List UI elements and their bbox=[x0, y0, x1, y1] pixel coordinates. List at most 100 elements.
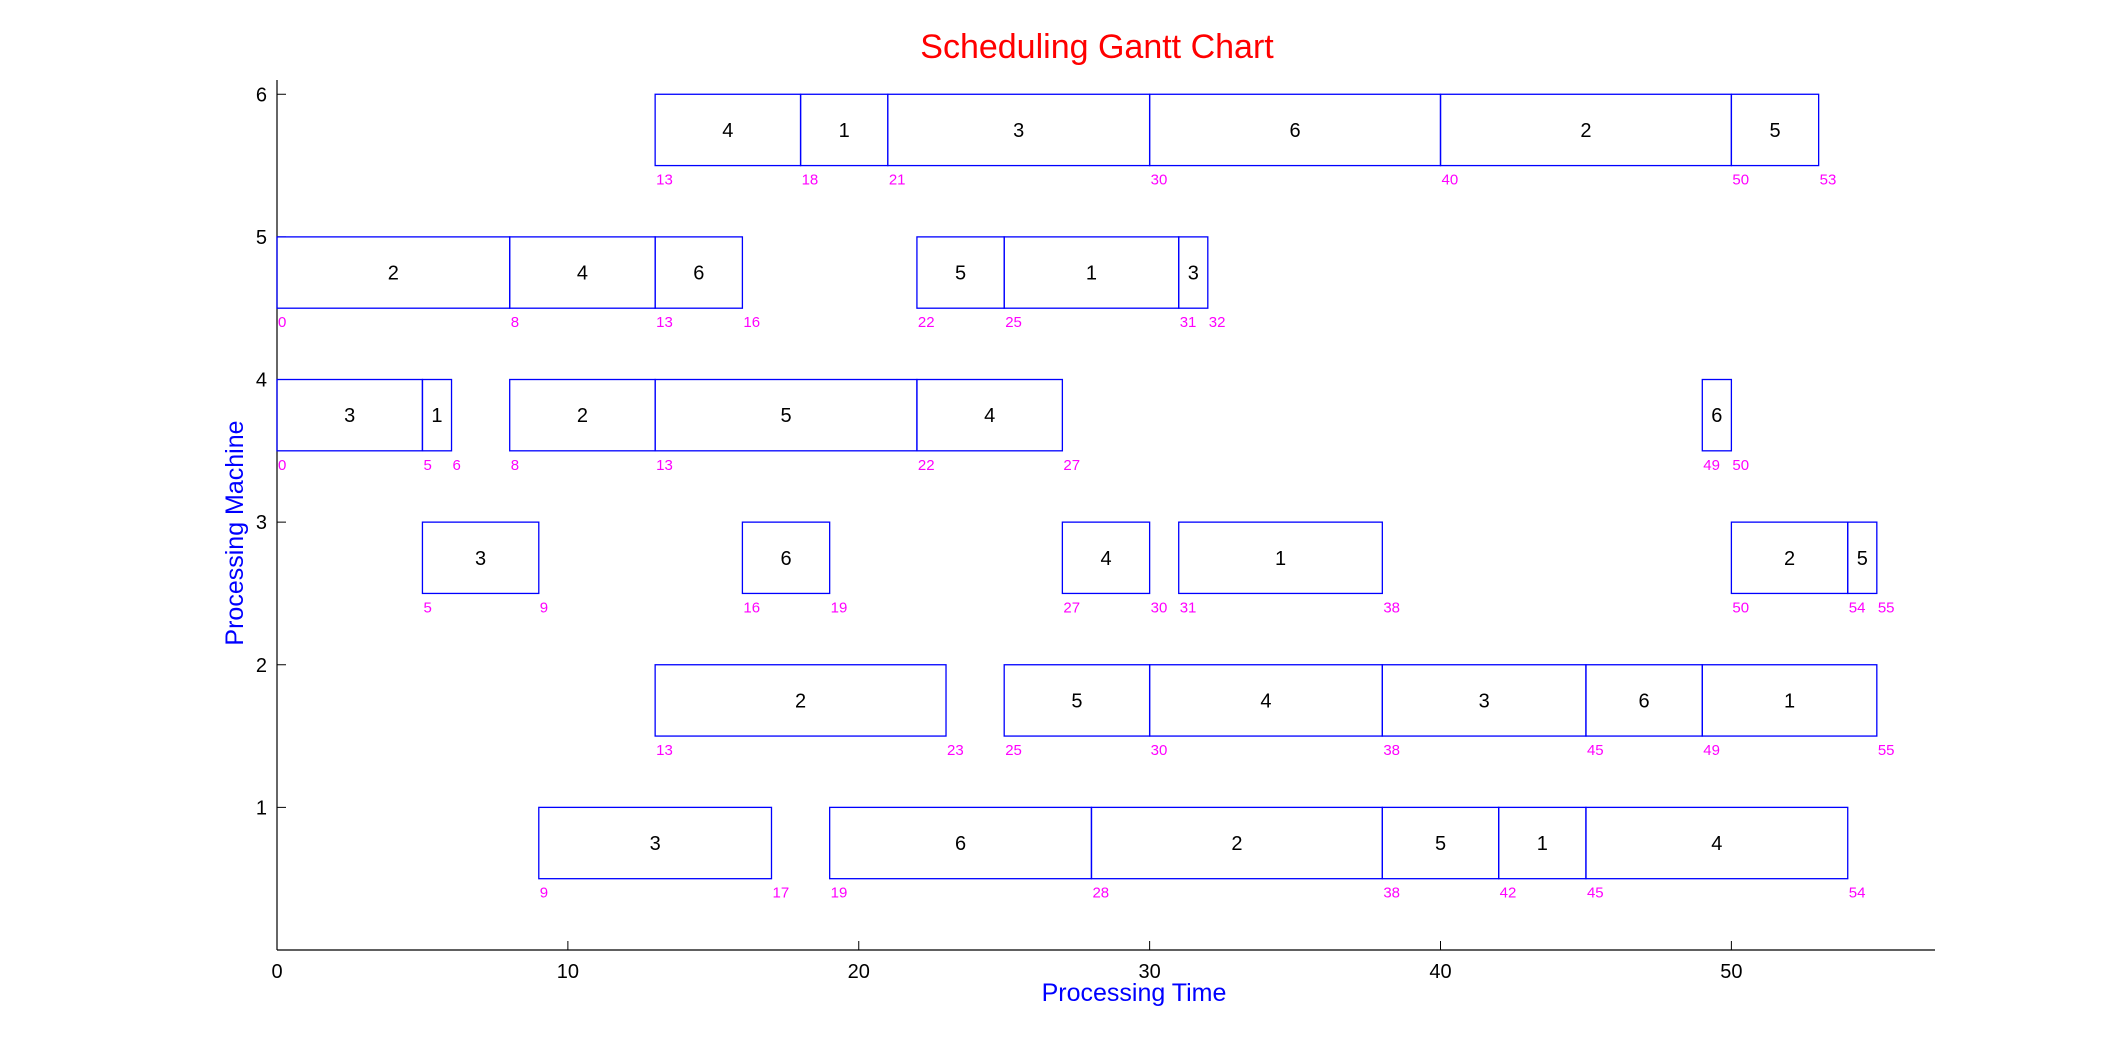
time-label: 22 bbox=[918, 314, 935, 331]
time-label: 50 bbox=[1732, 172, 1749, 189]
time-label: 55 bbox=[1878, 742, 1895, 759]
task-job-label: 3 bbox=[1479, 690, 1490, 712]
task-job-label: 2 bbox=[795, 690, 806, 712]
time-label: 45 bbox=[1587, 742, 1604, 759]
task-job-label: 4 bbox=[577, 263, 588, 285]
time-label: 49 bbox=[1703, 742, 1720, 759]
x-tick-label: 20 bbox=[848, 961, 870, 983]
task-bar bbox=[741, 521, 831, 595]
task-bar bbox=[1585, 806, 1849, 880]
x-tick-label: 50 bbox=[1720, 961, 1742, 983]
time-label: 53 bbox=[1820, 172, 1837, 189]
task-job-label: 3 bbox=[1188, 263, 1199, 285]
task-job-label: 1 bbox=[1784, 690, 1795, 712]
y-tick-label: 1 bbox=[256, 797, 267, 819]
task-job-label: 6 bbox=[1711, 405, 1722, 427]
time-label: 55 bbox=[1878, 599, 1895, 616]
task-job-label: 1 bbox=[1086, 263, 1097, 285]
time-label: 31 bbox=[1180, 314, 1197, 331]
task-job-label: 1 bbox=[1537, 833, 1548, 855]
task-job-label: 6 bbox=[1290, 120, 1301, 142]
task-job-label: 1 bbox=[1275, 548, 1286, 570]
time-label: 9 bbox=[540, 599, 548, 616]
task-job-label: 2 bbox=[1784, 548, 1795, 570]
time-label: 6 bbox=[453, 457, 461, 474]
task-job-label: 3 bbox=[1013, 120, 1024, 142]
task-bar bbox=[421, 521, 540, 595]
time-label: 16 bbox=[743, 599, 760, 616]
time-label: 54 bbox=[1849, 599, 1866, 616]
task-job-label: 3 bbox=[650, 833, 661, 855]
time-label: 49 bbox=[1703, 457, 1720, 474]
time-label: 50 bbox=[1732, 599, 1749, 616]
task-job-label: 4 bbox=[984, 405, 995, 427]
time-label: 27 bbox=[1063, 457, 1080, 474]
x-tick-label: 40 bbox=[1429, 961, 1451, 983]
task-job-label: 1 bbox=[431, 405, 442, 427]
time-label: 19 bbox=[831, 885, 848, 902]
task-job-label: 5 bbox=[1857, 548, 1868, 570]
x-tick-label: 0 bbox=[271, 961, 282, 983]
task-bar bbox=[1730, 93, 1820, 167]
time-label: 0 bbox=[278, 314, 286, 331]
time-label: 13 bbox=[656, 457, 673, 474]
x-tick-label: 10 bbox=[557, 961, 579, 983]
time-label: 40 bbox=[1442, 172, 1459, 189]
task-bar bbox=[654, 664, 947, 737]
task-job-label: 2 bbox=[388, 263, 399, 285]
time-label: 21 bbox=[889, 172, 906, 189]
task-job-label: 2 bbox=[1231, 833, 1242, 855]
task-bar bbox=[916, 378, 1064, 452]
task-job-label: 6 bbox=[955, 833, 966, 855]
time-label: 8 bbox=[511, 314, 519, 331]
task-bar bbox=[1847, 521, 1878, 595]
time-label: 13 bbox=[656, 314, 673, 331]
time-label: 38 bbox=[1383, 742, 1400, 759]
y-tick-label: 6 bbox=[256, 84, 267, 106]
time-label: 32 bbox=[1209, 314, 1226, 331]
task-job-label: 5 bbox=[1071, 690, 1082, 712]
time-label: 8 bbox=[511, 457, 519, 474]
time-label: 25 bbox=[1005, 314, 1022, 331]
time-labels: 13 18 21 30 40 50 530 8 13 16 22 25 31 320 5 6 8 13 22 27 49… bbox=[278, 172, 1895, 902]
time-label: 31 bbox=[1180, 599, 1197, 616]
time-label: 30 bbox=[1151, 599, 1168, 616]
time-label: 5 bbox=[423, 599, 431, 616]
task-job-label: 5 bbox=[955, 263, 966, 285]
task-job-label: 3 bbox=[344, 405, 355, 427]
time-label: 25 bbox=[1005, 742, 1022, 759]
task-job-label: 6 bbox=[780, 548, 791, 570]
task-job-label: 5 bbox=[780, 405, 791, 427]
time-label: 28 bbox=[1092, 885, 1109, 902]
time-label: 30 bbox=[1151, 742, 1168, 759]
time-label: 18 bbox=[802, 172, 819, 189]
time-label: 30 bbox=[1151, 172, 1168, 189]
task-job-label: 1 bbox=[839, 120, 850, 142]
time-label: 0 bbox=[278, 457, 286, 474]
task-job-label: 4 bbox=[1711, 833, 1722, 855]
time-label: 45 bbox=[1587, 885, 1604, 902]
task-bar bbox=[538, 806, 773, 880]
task-bar bbox=[1061, 521, 1151, 595]
time-label: 54 bbox=[1849, 885, 1866, 902]
time-label: 13 bbox=[656, 742, 673, 759]
chart-title: Scheduling Gantt Chart bbox=[920, 28, 1274, 66]
time-label: 17 bbox=[772, 885, 789, 902]
time-label: 13 bbox=[656, 172, 673, 189]
task-job-label: 5 bbox=[1769, 120, 1780, 142]
time-label: 9 bbox=[540, 885, 548, 902]
task-bar bbox=[1701, 378, 1733, 452]
time-label: 5 bbox=[423, 457, 431, 474]
task-job-label: 2 bbox=[577, 405, 588, 427]
task-job-label: 5 bbox=[1435, 833, 1446, 855]
y-tick-label: 4 bbox=[256, 370, 267, 392]
task-job-label: 6 bbox=[693, 263, 704, 285]
time-label: 38 bbox=[1383, 885, 1400, 902]
time-label: 50 bbox=[1732, 457, 1749, 474]
y-tick-label: 2 bbox=[256, 655, 267, 677]
time-label: 22 bbox=[918, 457, 935, 474]
task-job-label: 6 bbox=[1639, 690, 1650, 712]
time-label: 23 bbox=[947, 742, 964, 759]
